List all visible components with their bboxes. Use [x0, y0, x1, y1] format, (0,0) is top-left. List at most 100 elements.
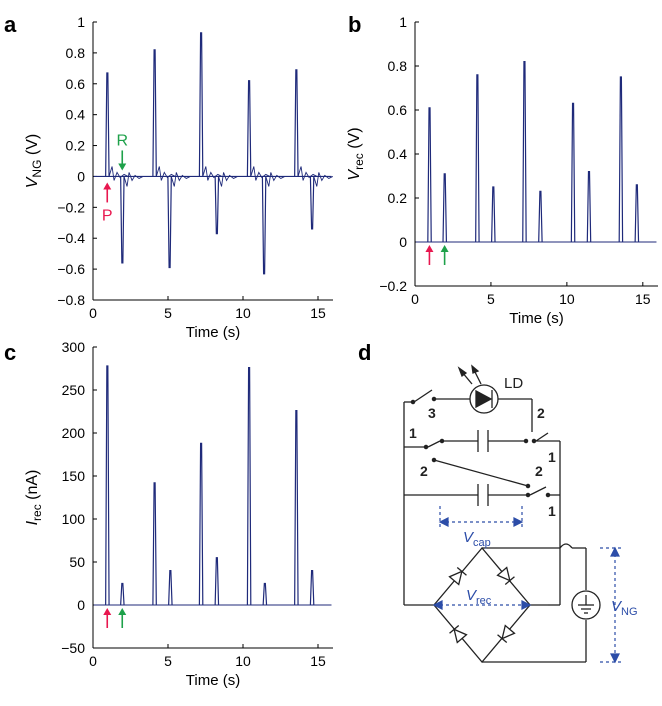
y-tick-label: 0.2 [388, 190, 408, 206]
y-tick-label: 0 [77, 597, 85, 613]
series-spike [105, 365, 110, 606]
switch-contact [523, 438, 529, 444]
series-spike [442, 173, 448, 243]
switch-contact [423, 444, 429, 450]
y-axis-label: VNG (V) [24, 134, 44, 188]
switch-label: 2 [537, 405, 545, 421]
x-axis-label: Time (s) [186, 672, 240, 689]
switch-1r-arm [535, 432, 549, 442]
y-tick-label: 300 [62, 339, 86, 355]
switch-label: 3 [428, 405, 436, 421]
series-spike [167, 176, 172, 269]
y-tick-label: 1 [77, 14, 85, 30]
series-spike [262, 582, 268, 606]
wire-crossover [559, 543, 573, 549]
series-ringing [265, 172, 286, 187]
x-tick-label: 15 [310, 305, 326, 321]
series-spike [120, 176, 125, 264]
y-tick-label: −0.6 [57, 261, 85, 277]
x-tick-label: 5 [164, 653, 172, 669]
vng-label: VNG [611, 598, 638, 618]
press-arrowhead [103, 182, 112, 190]
y-tick-label: −0.8 [57, 292, 85, 308]
press-label: P [102, 207, 113, 224]
switch-label: 1 [548, 503, 556, 519]
cross-wire [433, 459, 529, 487]
y-tick-label: 0 [399, 234, 407, 250]
series-spike [309, 570, 315, 606]
switch-contact [525, 483, 531, 489]
series-ringing [297, 166, 318, 181]
y-tick-label: −0.4 [57, 230, 85, 246]
series-spike [261, 176, 267, 275]
x-tick-label: 10 [559, 291, 575, 307]
switch-contact [525, 492, 531, 498]
y-tick-label: 200 [62, 425, 86, 441]
series-ringing [250, 166, 271, 181]
series-ringing [170, 172, 191, 187]
y-tick-label: 250 [62, 382, 86, 398]
release-arrowhead [118, 163, 127, 171]
series-ringing [123, 172, 144, 187]
series-spike [246, 80, 252, 177]
circuit-annotations [432, 506, 622, 664]
led-label: LD [504, 375, 523, 392]
release-arrowhead [440, 245, 449, 252]
series-spike [294, 69, 299, 177]
release-arrowhead [118, 608, 127, 615]
bridge-diode [496, 566, 515, 585]
series-spike [105, 72, 110, 177]
switch-label: 1 [409, 425, 417, 441]
bridge-diode [448, 567, 467, 586]
switch-1b-arm [529, 486, 547, 496]
x-tick-label: 5 [164, 305, 172, 321]
press-arrowhead [425, 245, 434, 252]
vrec-label: Vrec [466, 587, 492, 607]
x-tick-label: 10 [235, 653, 251, 669]
series-spike [214, 176, 220, 235]
switch-contact [531, 438, 537, 444]
series-spike [427, 107, 432, 243]
panel-letter-b: b [348, 12, 361, 37]
series-spike [214, 557, 220, 606]
series-ringing [108, 166, 129, 181]
y-tick-label: −50 [61, 640, 85, 656]
series-ringing [218, 172, 238, 187]
switch-3-arm [413, 389, 433, 403]
series-spike [634, 184, 640, 243]
series-spike [491, 186, 496, 243]
series-spike [294, 410, 299, 606]
switch-label: 2 [535, 463, 543, 479]
panel-letter-c: c [4, 340, 16, 365]
series-spike [538, 190, 543, 243]
x-axis-label: Time (s) [509, 310, 563, 327]
y-tick-label: 0.4 [66, 107, 86, 123]
y-tick-label: 100 [62, 511, 86, 527]
led-emission-arrowhead [457, 366, 468, 378]
switch-label: 1 [548, 449, 556, 465]
led-emission-arrowhead [471, 364, 480, 374]
chart-panel-a: −0.8−0.6−0.4−0.200.20.40.60.810 5 10 15Time… [24, 14, 334, 341]
led-diode-triangle [475, 389, 493, 409]
nanogenerator-source-icon [571, 590, 601, 620]
y-axis-label: Vrec (V) [346, 127, 366, 180]
bridge-diode [497, 624, 516, 643]
series-spike [475, 74, 480, 243]
y-tick-label: −0.2 [379, 278, 407, 294]
series-spike [198, 32, 204, 177]
x-tick-label: 0 [89, 653, 97, 669]
y-tick-label: 0.4 [388, 146, 408, 162]
series-spike [152, 49, 157, 177]
y-tick-label: 0.6 [388, 102, 408, 118]
series-spike [246, 367, 252, 606]
y-axis-label: Irec (nA) [24, 470, 44, 526]
series-spike [120, 582, 125, 606]
bridge-diode [449, 625, 468, 644]
x-axis-label: Time (s) [186, 324, 240, 341]
vcap-label: Vcap [463, 529, 491, 549]
y-tick-label: 1 [399, 14, 407, 30]
panel-letter-d: d [358, 340, 371, 365]
y-tick-label: 50 [69, 554, 85, 570]
y-tick-label: 0.2 [66, 138, 86, 154]
